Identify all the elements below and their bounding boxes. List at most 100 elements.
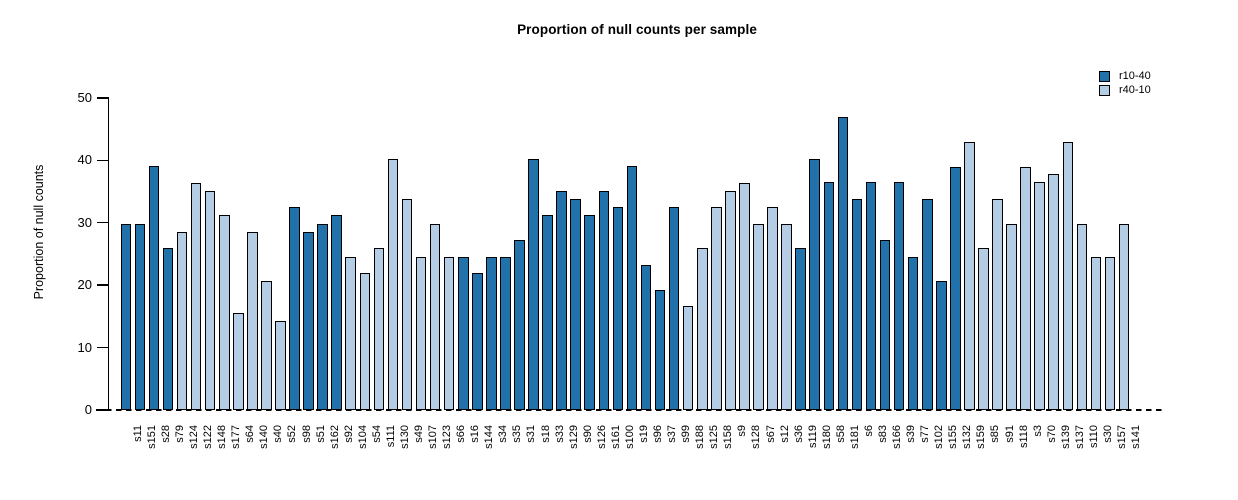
- x-tick-label: s58: [834, 425, 847, 443]
- bar-s79: [162, 247, 174, 410]
- y-tick: [96, 346, 108, 349]
- bar-s161: [598, 190, 610, 410]
- x-tick-label: s30: [1101, 425, 1114, 443]
- y-tick-label: 20: [77, 277, 92, 293]
- bar-s33: [542, 214, 553, 410]
- x-tick-label: s125: [708, 425, 721, 449]
- chart-title: Proportion of null counts per sample: [517, 22, 757, 37]
- x-tick-label: s100: [623, 425, 636, 449]
- y-tick-label: 10: [77, 339, 92, 355]
- x-tick-label: s151: [145, 425, 158, 449]
- bar-s19: [626, 166, 638, 410]
- bar-s162: [317, 224, 328, 410]
- bar-s130: [387, 158, 399, 410]
- y-tick: [96, 284, 108, 286]
- x-tick-label: s34: [497, 425, 510, 443]
- bar-s28: [148, 166, 160, 410]
- x-tick-label: s166: [891, 425, 904, 449]
- bar-s77: [907, 257, 919, 410]
- bar-s12: [767, 207, 778, 410]
- x-tick-label: s104: [356, 425, 369, 449]
- bar-s90: [570, 199, 581, 410]
- bar-s126: [584, 214, 596, 410]
- x-tick-label: s132: [961, 425, 974, 449]
- y-tick-label: 30: [77, 214, 92, 230]
- bar-s9: [725, 190, 736, 410]
- bar-s83: [865, 182, 877, 410]
- x-tick-label: s16: [469, 425, 482, 443]
- bar-s118: [1006, 224, 1017, 410]
- x-tick-label: s18: [539, 425, 552, 443]
- bar-s180: [809, 158, 821, 410]
- bar-s122: [190, 182, 202, 410]
- bar-s70: [1034, 182, 1045, 410]
- bar-s99: [668, 207, 680, 410]
- x-tick-label: s141: [1130, 425, 1143, 449]
- x-tick-label: s148: [216, 425, 229, 449]
- bar-s58: [823, 182, 835, 410]
- bar-s36: [781, 224, 792, 410]
- x-tick-label: s49: [413, 425, 425, 443]
- x-tick-label: s110: [1087, 425, 1100, 449]
- x-tick-label: s70: [1045, 425, 1058, 443]
- x-tick-label: s37: [666, 425, 679, 443]
- bar-s181: [837, 116, 849, 410]
- bar-s124: [176, 232, 188, 410]
- x-tick-label: s123: [441, 425, 454, 449]
- bar-s157: [1104, 257, 1116, 410]
- x-tick-label: s83: [876, 425, 889, 443]
- bar-s158: [711, 207, 722, 410]
- bar-s148: [204, 190, 216, 410]
- bar-s155: [935, 280, 947, 410]
- x-tick-label: s107: [427, 425, 440, 449]
- bar-s125: [696, 247, 708, 410]
- bar-s3: [1020, 166, 1031, 410]
- x-tick-label: s9: [736, 425, 749, 437]
- bar-s159: [964, 142, 975, 410]
- x-tick-label: s129: [567, 425, 580, 449]
- bar-s141: [1118, 224, 1130, 410]
- bar-s100: [612, 207, 624, 410]
- bar-s35: [500, 257, 511, 410]
- x-tick-label: s177: [230, 425, 243, 449]
- x-tick-label: s39: [905, 425, 918, 443]
- x-tick-label: s33: [553, 425, 566, 443]
- y-axis-line: [107, 97, 109, 411]
- x-tick-label: s181: [848, 425, 861, 449]
- x-tick-label: s85: [989, 425, 1002, 443]
- x-tick-label: s118: [1017, 425, 1030, 449]
- bar-s40: [261, 280, 272, 410]
- legend-item-r40-10: r40-10: [1099, 83, 1151, 97]
- x-tick-label: s92: [342, 425, 355, 443]
- x-tick-label: s161: [609, 425, 622, 449]
- x-tick-label: s77: [919, 425, 932, 443]
- bar-s6: [851, 199, 863, 410]
- bar-s67: [753, 224, 764, 410]
- x-tick-label: s64: [244, 425, 257, 443]
- x-tick-label: s96: [652, 425, 665, 443]
- x-tick-label: s52: [286, 425, 299, 443]
- x-tick-label: s35: [511, 425, 524, 443]
- x-tick-label: s40: [272, 425, 285, 443]
- legend-label-r10-40: r10-40: [1119, 70, 1151, 82]
- x-tick-label: s122: [202, 425, 215, 449]
- bar-s49: [401, 199, 413, 410]
- x-tick-label: s137: [1073, 425, 1086, 449]
- bar-s102: [921, 199, 933, 410]
- bar-s31: [514, 239, 525, 410]
- x-tick-label: s31: [525, 425, 538, 443]
- x-tick-label: s162: [328, 425, 341, 449]
- x-tick-label: s159: [975, 425, 988, 449]
- bar-s128: [739, 182, 750, 410]
- legend-item-r10-40: r10-40: [1099, 69, 1151, 83]
- bar-s37: [654, 290, 666, 410]
- x-tick-label: s128: [750, 425, 763, 449]
- legend-swatch-r40-10: [1099, 84, 1110, 96]
- bar-s91: [992, 199, 1003, 410]
- bar-s96: [640, 264, 652, 410]
- bar-s111: [373, 247, 385, 410]
- x-tick-label: s11: [131, 425, 144, 442]
- bar-s123: [429, 224, 441, 410]
- bar-s98: [289, 207, 300, 410]
